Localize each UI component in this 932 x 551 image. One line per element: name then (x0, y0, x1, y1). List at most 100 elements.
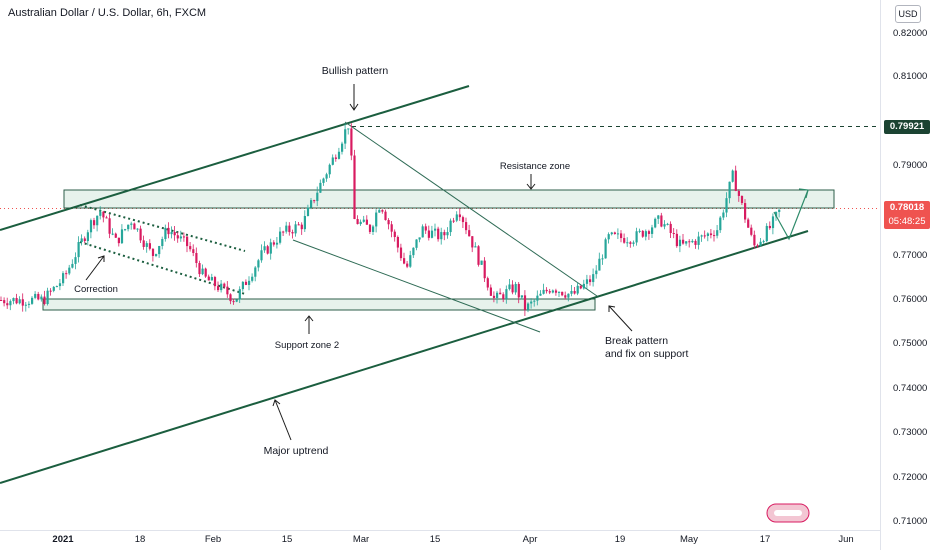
candle-body (430, 230, 434, 238)
candle-body (551, 290, 554, 293)
candle-body (598, 258, 601, 271)
candle-body (626, 242, 629, 244)
candle-body (279, 231, 282, 243)
candle-body (561, 291, 564, 296)
candle-body (709, 233, 713, 236)
candle-body (161, 239, 164, 247)
chart-canvas[interactable]: Bullish pattern Resistance zone Correcti… (0, 0, 880, 550)
channel-upper-line[interactable] (0, 85, 470, 231)
candle-body (282, 231, 285, 233)
candle-body (201, 268, 204, 275)
candle-body (55, 286, 58, 288)
candle-body (117, 237, 120, 244)
candle-body (102, 211, 105, 218)
candle-body (412, 247, 415, 256)
candle-body (195, 252, 198, 264)
label-break-pattern-2: and fix on support (605, 348, 689, 360)
candle-body (331, 157, 334, 165)
price-tick: 0.76000 (893, 294, 928, 305)
price-tick: 0.77000 (893, 250, 928, 261)
candle-body (610, 232, 613, 235)
projection-arrow[interactable] (773, 189, 809, 241)
candle-body (238, 289, 241, 300)
major-uptrend-line[interactable] (0, 230, 809, 484)
wedge-upper-line[interactable] (344, 121, 598, 297)
candle-body (728, 181, 731, 199)
candle-body (542, 289, 545, 294)
candle-body (762, 241, 765, 243)
candle-body (266, 246, 269, 254)
candle-body (46, 290, 49, 305)
candle-body (241, 281, 244, 290)
candle-body (604, 239, 607, 259)
candle-body (220, 283, 223, 291)
candle-body (585, 279, 589, 284)
candle-body (337, 151, 341, 159)
candle-body (297, 224, 300, 226)
chart-area[interactable]: Bullish pattern Resistance zone Correcti… (0, 0, 880, 550)
candle-body (12, 298, 15, 302)
correction-upper-line[interactable] (79, 204, 246, 252)
resistance-zone-box[interactable] (63, 189, 835, 209)
candle-body (713, 235, 716, 237)
candle-body (675, 233, 678, 247)
candle-body (737, 190, 740, 196)
candle-body (499, 292, 502, 295)
candle-body (753, 234, 756, 246)
candle-body (368, 224, 372, 232)
candle-body (18, 299, 21, 304)
candle-body (647, 231, 651, 234)
candle-body (31, 297, 34, 304)
time-tick-apr: Apr (522, 534, 538, 545)
candle-body (396, 237, 399, 248)
candle-body (421, 226, 424, 238)
candle-body (248, 280, 251, 285)
candle-body (365, 219, 368, 225)
correction-lower-line[interactable] (79, 241, 246, 295)
candle-body (359, 221, 362, 225)
candle-body (418, 237, 421, 240)
candle-body (114, 233, 117, 238)
brand-logo (766, 503, 810, 523)
time-axis[interactable] (0, 530, 880, 551)
candle-body (275, 242, 279, 245)
candle-body (570, 290, 573, 294)
candle-body (251, 276, 254, 281)
candle-body (127, 224, 130, 230)
candle-body (486, 278, 489, 288)
candle-body (747, 219, 750, 228)
arrow-support (304, 315, 314, 334)
candle-body (744, 203, 747, 220)
candle-body (378, 210, 381, 213)
candle-body (89, 220, 93, 233)
candle-body (375, 212, 378, 227)
candle-body (576, 285, 579, 294)
candle-body (415, 239, 418, 248)
price-scale[interactable] (880, 0, 932, 550)
candle-body (0, 300, 3, 301)
wedge-lower-line[interactable] (292, 239, 541, 333)
candle-body (731, 170, 734, 182)
candle-body (629, 242, 632, 244)
candle-body (204, 268, 207, 277)
candle-body (263, 246, 266, 251)
candle-body (434, 228, 437, 231)
candle-body (99, 211, 102, 216)
candle-body (71, 263, 74, 268)
currency-button[interactable]: USD (895, 5, 921, 23)
candle-body (328, 164, 331, 175)
candle-body (725, 198, 728, 213)
arrow-break (608, 305, 633, 332)
candle-body (474, 246, 477, 248)
candle-body (502, 294, 505, 299)
candle-body (554, 290, 558, 293)
time-tick-jan-18: 18 (134, 534, 146, 545)
candle-body (660, 215, 663, 227)
candle-body (632, 242, 635, 244)
support-zone-box[interactable] (42, 298, 596, 311)
candle-body (155, 254, 158, 256)
candle-body (697, 236, 700, 245)
candle-body (189, 246, 192, 250)
candle-body (403, 258, 406, 264)
price-tick: 0.82000 (893, 28, 928, 39)
